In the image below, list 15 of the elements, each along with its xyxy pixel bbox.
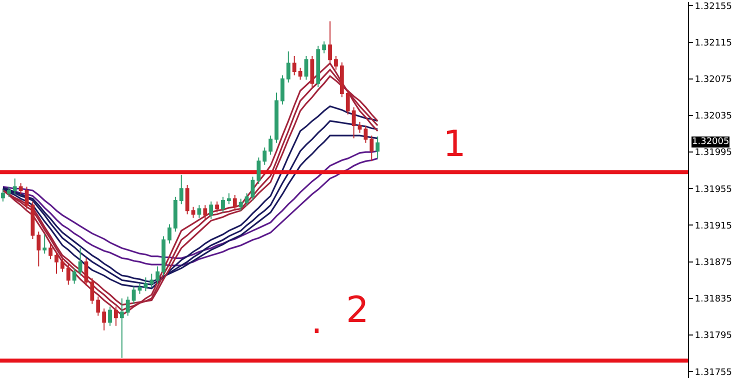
text: 1 bbox=[443, 124, 466, 165]
y-tick-label: 1.31915 bbox=[694, 221, 732, 232]
y-tick-label: 1.31875 bbox=[694, 258, 732, 268]
annotation: . bbox=[311, 301, 322, 342]
text: 1.32005 bbox=[692, 137, 730, 147]
y-tick-label: 1.32155 bbox=[694, 2, 732, 12]
y-tick-label: 1.31835 bbox=[694, 294, 732, 305]
y-tick-label: 1.32075 bbox=[694, 75, 732, 85]
y-tick-label: 1.32035 bbox=[694, 112, 732, 122]
y-tick-label: 1.31795 bbox=[694, 331, 732, 342]
annotation: 2 bbox=[346, 290, 369, 331]
y-tick-label: 1.32115 bbox=[694, 38, 732, 48]
y-tick-label: 1.31995 bbox=[694, 148, 732, 158]
y-tick-label: 1.31955 bbox=[694, 184, 732, 195]
y-tick-label: 1.31755 bbox=[694, 368, 732, 378]
